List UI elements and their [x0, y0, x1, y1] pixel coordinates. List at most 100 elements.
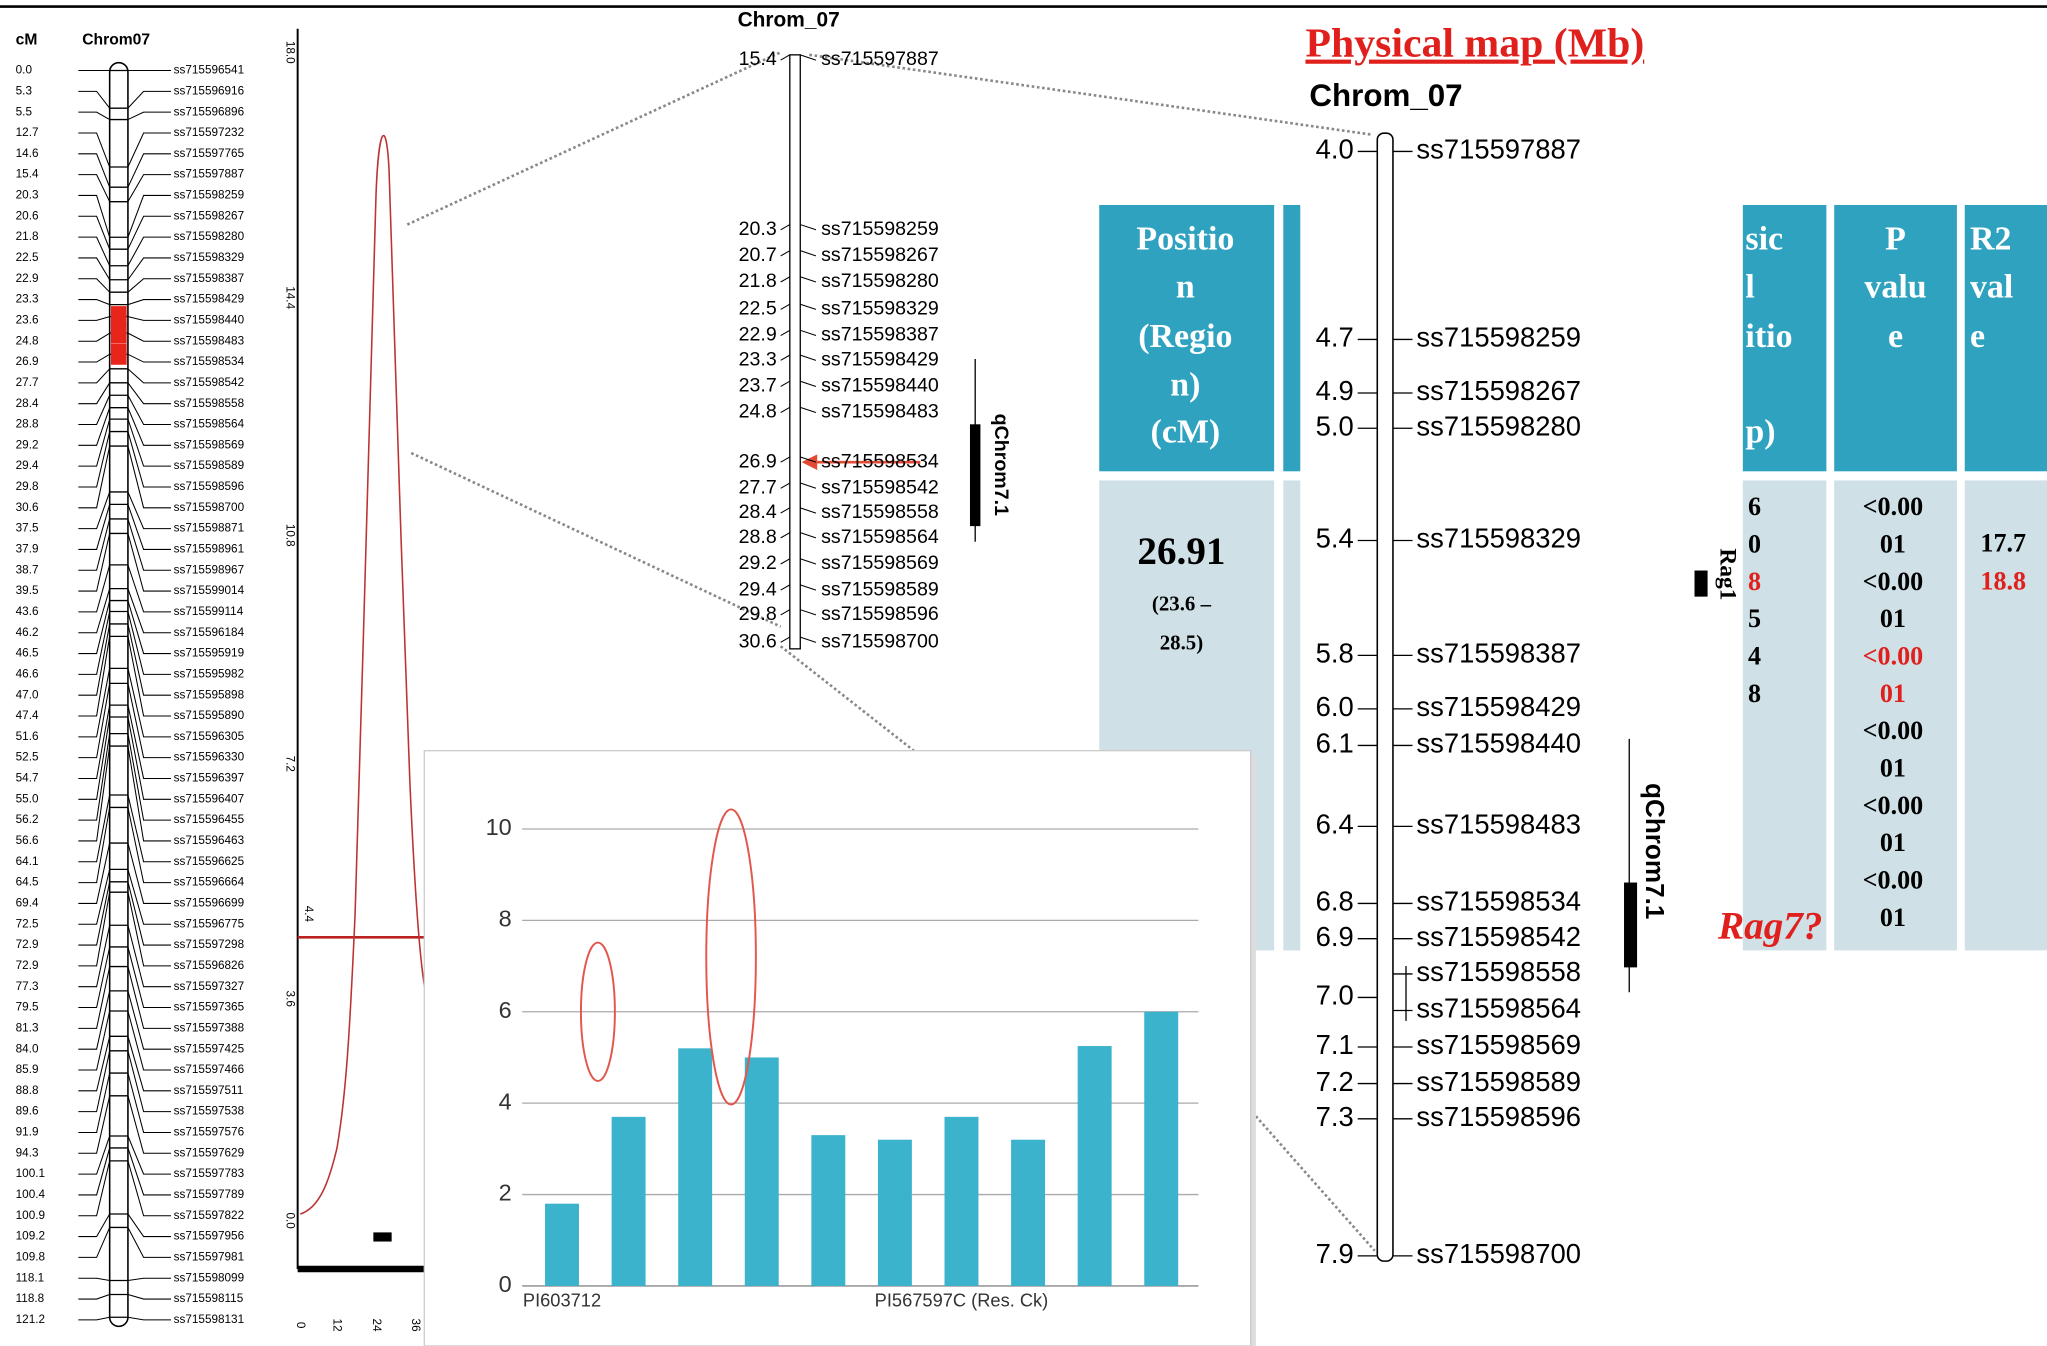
- position-label: 5.0: [1316, 410, 1354, 441]
- tie-line: [127, 733, 172, 821]
- gene-label: Rag1: [1714, 548, 1740, 600]
- bar: [811, 1135, 846, 1286]
- cm-label: 5.5: [16, 105, 33, 118]
- cm-label: 47.4: [16, 709, 39, 722]
- tie-line: [127, 745, 172, 842]
- marker-label: ss715596896: [174, 105, 245, 118]
- cm-label: 64.5: [16, 876, 39, 889]
- marker-label: ss715598569: [1416, 1029, 1581, 1060]
- marker-label: ss715596330: [174, 751, 245, 764]
- marker-label: ss715599114: [174, 605, 244, 618]
- header-text: (cM): [1151, 414, 1221, 451]
- cm-label: 22.5: [16, 251, 39, 264]
- marker-label: ss715597232: [174, 126, 244, 139]
- lod-curve: [299, 134, 427, 1215]
- marker-label: ss715598267: [174, 209, 244, 222]
- cm-label: 47.0: [16, 688, 39, 701]
- tie-line: [78, 1277, 110, 1282]
- position-label: 24.8: [739, 401, 777, 423]
- tie-line: [780, 456, 791, 463]
- tie-line: [127, 683, 172, 759]
- marker-label: ss715597783: [174, 1167, 245, 1180]
- cm-label: 52.5: [16, 751, 39, 764]
- tie-line: [78, 668, 111, 738]
- position-label: 4.7: [1316, 322, 1354, 353]
- marker-label: ss715598329: [174, 251, 244, 264]
- marker-label: ss715597956: [174, 1230, 245, 1243]
- y-tick-label: 18.0: [284, 41, 297, 64]
- marker-label: ss715596305: [174, 730, 245, 743]
- tie-line: [78, 611, 111, 675]
- marker-label: ss715598329: [821, 298, 939, 320]
- tie-line: [127, 1213, 172, 1238]
- p-value: <0.00: [1863, 791, 1924, 820]
- tie-line: [127, 611, 172, 675]
- position-label: 7.0: [1316, 980, 1354, 1011]
- position-label: 5.8: [1316, 638, 1354, 669]
- cm-label: 5.3: [16, 84, 33, 97]
- physical-value: 0: [1748, 529, 1761, 558]
- marker-label: ss715598280: [174, 230, 245, 243]
- position-label: 6.4: [1316, 809, 1354, 840]
- p-value: 01: [1880, 828, 1906, 857]
- physical-value: 8: [1748, 679, 1761, 708]
- tie-line: [800, 380, 817, 387]
- marker-label: ss715598280: [1416, 410, 1581, 441]
- p-value: <0.00: [1863, 567, 1924, 596]
- cm-label: 51.6: [16, 730, 39, 743]
- tie-line: [127, 794, 172, 863]
- tie-line: [78, 194, 111, 238]
- tie-line: [78, 925, 111, 988]
- tie-line: [78, 278, 111, 293]
- bar: [1077, 1046, 1112, 1286]
- position-label: 6.1: [1316, 728, 1354, 759]
- marker-label: ss715597789: [174, 1188, 244, 1201]
- marker-label: ss715598961: [174, 543, 244, 556]
- tie-line: [78, 1227, 111, 1258]
- tie-line: [78, 90, 111, 109]
- marker-label: ss715597425: [174, 1042, 245, 1055]
- tie-line: [780, 54, 791, 61]
- tie-line: [127, 90, 172, 109]
- tie-line: [78, 990, 111, 1050]
- chrom-header: Chrom07: [82, 32, 150, 49]
- tie-line: [127, 869, 172, 925]
- p-value: 01: [1880, 903, 1906, 932]
- marker-label: ss715598596: [1416, 1101, 1581, 1132]
- marker-label: ss715596664: [174, 876, 245, 889]
- cm-label: 69.4: [16, 897, 39, 910]
- tie-line: [127, 418, 172, 467]
- marker-label: ss715598280: [821, 270, 939, 292]
- cm-label: 21.8: [16, 230, 39, 243]
- cm-label: 56.2: [16, 813, 39, 826]
- cm-label: 29.8: [16, 480, 39, 493]
- tie-line: [78, 491, 111, 530]
- cm-label: 100.4: [16, 1188, 46, 1201]
- tie-line: [800, 276, 817, 283]
- marker-label: ss715598387: [1416, 638, 1581, 669]
- x-tick-label: 24: [370, 1319, 383, 1333]
- p-value: <0.00: [1863, 492, 1924, 521]
- marker-label: ss715595890: [174, 709, 245, 722]
- marker-label: ss715598440: [1416, 728, 1581, 759]
- tie-line: [127, 368, 172, 384]
- marker-label: ss715598589: [174, 459, 244, 472]
- cm-label: 24.8: [16, 334, 39, 347]
- marker-label: ss715597388: [174, 1021, 245, 1034]
- marker-label: ss715598131: [174, 1313, 244, 1326]
- bar: [611, 1116, 646, 1286]
- marker-label: ss715596826: [174, 959, 245, 972]
- cm-label: 84.0: [16, 1042, 39, 1055]
- marker-label: ss715598387: [174, 272, 244, 285]
- position-label: 5.4: [1316, 523, 1354, 554]
- tie-line: [127, 407, 172, 446]
- tie-line: [78, 966, 111, 1029]
- tie-line: [127, 1147, 172, 1196]
- marker-label: ss715598542: [1416, 921, 1581, 952]
- tie-line: [78, 395, 111, 426]
- tie-line: [800, 482, 817, 489]
- marker-label: ss715596916: [174, 84, 245, 97]
- tie-line: [127, 966, 172, 1029]
- cm-label: 100.9: [16, 1209, 45, 1222]
- connector: [406, 51, 782, 226]
